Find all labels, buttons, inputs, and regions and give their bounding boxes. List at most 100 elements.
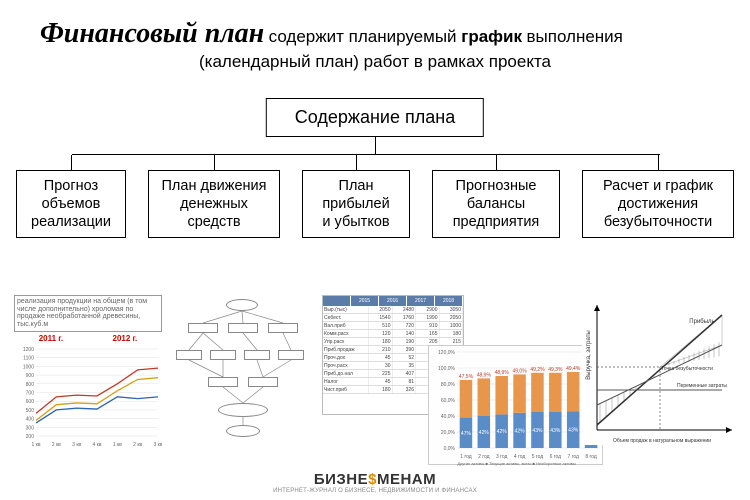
org-child: Прогнозобъемовреализации [16,170,126,238]
svg-text:300: 300 [26,425,35,431]
table-row: Комм.расх120140165180 [323,330,463,338]
flow-node [268,323,298,333]
svg-text:1100: 1100 [23,355,34,361]
thumb1-years: 2011 г. 2012 г. [14,334,162,343]
thumb-forecast-chart: реализация продукции на общем (в том чис… [14,295,162,445]
svg-text:1200: 1200 [23,347,34,353]
svg-text:48,9%: 48,9% [477,372,492,378]
svg-text:Точка безубыточности: Точка безубыточности [661,366,713,372]
flow-node [218,403,268,417]
svg-text:100,0%: 100,0% [438,366,456,372]
flow-node [278,350,304,360]
svg-text:500: 500 [26,408,35,414]
svg-text:47,5%: 47,5% [459,374,474,380]
svg-text:60,0%: 60,0% [441,398,456,404]
header: Финансовый план содержит планируемый гра… [0,0,750,80]
svg-text:900: 900 [26,373,35,379]
svg-text:42%: 42% [479,430,490,436]
svg-text:42%: 42% [515,428,526,434]
svg-text:20,0%: 20,0% [441,430,456,436]
logo-sub: ИНТЕРНЕТ-ЖУРНАЛ О БИЗНЕСЕ, НЕДВИЖИМОСТИ … [273,488,477,494]
svg-text:1 кв: 1 кв [31,442,40,448]
table-row: Выр.(тыс)2050248029003050 [323,306,463,314]
flow-node [228,323,258,333]
org-chart: Содержание плана Прогнозобъемовреализаци… [0,98,750,248]
thumb1-caption: реализация продукции на общем (в том чис… [14,295,162,332]
svg-text:2 кв: 2 кв [52,442,61,448]
logo-dollar: $ [368,471,377,488]
org-children: Прогнозобъемовреализации План движенияден… [0,170,750,238]
svg-text:700: 700 [26,390,35,396]
svg-text:Объем продаж в натуральном выр: Объем продаж в натуральном выражении [613,438,711,444]
org-root: Содержание плана [266,98,484,137]
title-line: Финансовый план содержит планируемый гра… [40,18,710,50]
svg-text:47%: 47% [461,431,472,437]
logo-text-2: МЕНАМ [377,471,436,488]
svg-text:5 год: 5 год [532,454,544,460]
title-main: Финансовый план [40,18,264,49]
org-child: Планприбылейи убытков [302,170,410,238]
bar-chart-svg: 0,0% 20,0% 40,0% 60,0% 80,0% 100,0% 120,0% 47% 4… [429,346,604,466]
title-bold: график [461,27,522,46]
svg-text:4 кв: 4 кв [92,442,101,448]
thumb-cashflow-diagram [168,295,316,445]
org-child: План движенияденежныхсредств [148,170,280,238]
svg-text:48,9%: 48,9% [495,370,510,376]
table-row: Себест.1540176019902050 [323,314,463,322]
svg-text:49,4%: 49,4% [566,366,581,372]
svg-text:49,3%: 49,3% [548,367,563,373]
flow-node [226,425,260,437]
logo-main: БИЗНЕ$МЕНАМ [273,471,477,488]
subtitle: (календарный план) работ в рамках проект… [40,52,710,72]
logo-text-1: БИЗНЕ [314,471,368,488]
svg-text:2 год: 2 год [478,454,490,460]
svg-text:49,0%: 49,0% [512,368,527,374]
svg-text:43%: 43% [532,428,543,434]
svg-text:1 кв: 1 кв [113,442,122,448]
svg-text:49,2%: 49,2% [530,367,545,373]
svg-text:Прибыль: Прибыль [689,319,714,325]
svg-text:1 год: 1 год [460,454,472,460]
svg-text:43%: 43% [568,428,579,434]
thumb-balance-chart: 0,0% 20,0% 40,0% 60,0% 80,0% 100,0% 120,0% 47% 4… [428,345,603,465]
flow-node [248,377,278,387]
svg-text:0,0%: 0,0% [444,446,456,452]
table-row: Вал.приб5107209101000 [323,322,463,330]
svg-text:40,0%: 40,0% [441,414,456,420]
svg-text:6 год: 6 год [550,454,562,460]
thumb-breakeven-chart: Выручка, затраты Объем продаж в натуральн… [582,295,737,445]
flow-node [176,350,202,360]
flow-node [208,377,238,387]
flow-node [188,323,218,333]
svg-text:80,0%: 80,0% [441,382,456,388]
line-chart-svg: 200 300 400 500 600 700 800 900 1000 1100 1200 1 кв… [14,345,162,450]
org-child: Прогнозныебалансыпредприятия [432,170,560,238]
svg-text:42%: 42% [497,429,508,435]
thumbnails: реализация продукции на общем (в том чис… [0,295,750,465]
org-child: Расчет и графикдостижениябезубыточности [582,170,734,238]
flow-node [244,350,270,360]
year-b: 2012 г. [113,334,138,343]
svg-text:600: 600 [26,399,35,405]
svg-text:Переменные затраты: Переменные затраты [677,383,727,389]
svg-text:3 кв: 3 кв [153,442,162,448]
svg-text:43%: 43% [550,428,561,434]
svg-text:120,0%: 120,0% [438,350,456,356]
svg-text:3 кв: 3 кв [72,442,81,448]
svg-text:400: 400 [26,416,35,422]
logo: БИЗНЕ$МЕНАМ ИНТЕРНЕТ-ЖУРНАЛ О БИЗНЕСЕ, Н… [273,471,477,494]
title-rest-1: содержит планируемый [269,27,462,46]
flow-node [210,350,236,360]
svg-text:200: 200 [26,434,35,440]
svg-text:3 год: 3 год [496,454,508,460]
connector-root [375,136,376,154]
svg-text:7 год: 7 год [567,454,579,460]
svg-text:Выручка, затраты: Выручка, затраты [586,330,592,379]
svg-text:4 год: 4 год [514,454,526,460]
breakeven-svg: Выручка, затраты Объем продаж в натуральн… [582,295,737,445]
year-a: 2011 г. [39,334,63,343]
svg-text:800: 800 [26,382,35,388]
svg-text:Другие активы ■ Текущие активы: Другие активы ■ Текущие активы, всего ■ … [457,461,575,466]
svg-text:1000: 1000 [23,364,34,370]
svg-text:8 год: 8 год [585,454,597,460]
